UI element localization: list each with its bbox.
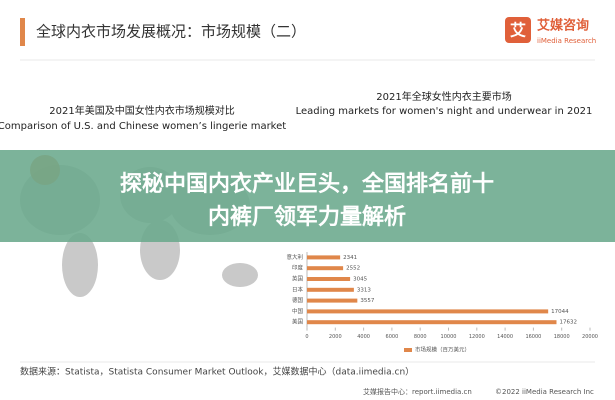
x-tick-label: 6000 xyxy=(386,334,399,340)
chart-subtitle: Leading markets for women's night and un… xyxy=(296,106,593,117)
banner xyxy=(0,150,615,242)
footer-report: 艾媒报告中心：report.iimedia.cn xyxy=(363,387,472,396)
header-accent xyxy=(20,18,25,46)
bar xyxy=(307,298,358,303)
y-tick-label: 德国 xyxy=(292,296,304,304)
bar xyxy=(307,287,354,292)
x-tick-label: 14000 xyxy=(497,334,513,340)
left-subtitle: Comparison of U.S. and Chinese women’s l… xyxy=(0,121,286,132)
y-tick-label: 日本 xyxy=(292,285,304,293)
logo-icon xyxy=(505,17,531,43)
value-label: 2341 xyxy=(343,255,357,261)
y-tick-label: 中国 xyxy=(292,307,304,315)
y-tick-label: 英国 xyxy=(292,275,304,283)
value-label: 17632 xyxy=(559,320,577,326)
x-tick-label: 18000 xyxy=(554,334,570,340)
header-title: 全球内衣市场发展概况：市场规模（二） xyxy=(36,23,306,41)
y-tick-label: 印度 xyxy=(292,264,304,272)
legend-label: 市场规模（百万美元） xyxy=(415,346,470,354)
x-tick-label: 0 xyxy=(305,334,308,340)
bar xyxy=(307,266,344,271)
value-label: 2552 xyxy=(346,266,360,272)
footer-source: 数据来源：Statista，Statista Consumer Market O… xyxy=(20,366,414,378)
banner-line: 探秘中国内衣产业巨头，全国排名前十 xyxy=(120,171,494,197)
chart-title: 2021年全球女性内衣主要市场 xyxy=(376,90,511,103)
y-tick-label: 美国 xyxy=(292,318,304,326)
value-label: 3045 xyxy=(353,277,367,283)
x-tick-label: 10000 xyxy=(441,334,457,340)
x-tick-label: 2000 xyxy=(329,334,342,340)
x-tick-label: 8000 xyxy=(414,334,427,340)
x-tick-label: 16000 xyxy=(525,334,541,340)
logo-sub: iiMedia Research xyxy=(537,37,596,45)
value-label: 3557 xyxy=(360,298,374,304)
x-tick-label: 12000 xyxy=(469,334,485,340)
logo-name: 艾媒咨询 xyxy=(537,18,589,34)
x-tick-label: 20000 xyxy=(582,334,598,340)
value-label: 3313 xyxy=(357,287,371,293)
bar xyxy=(307,255,341,260)
logo-glyph: 艾 xyxy=(510,21,526,40)
legend-swatch xyxy=(404,348,412,352)
bar xyxy=(307,277,351,281)
banner-line: 内裤厂领军力量解析 xyxy=(208,204,406,230)
left-title: 2021年美国及中国女性内衣市场规模对比 xyxy=(49,104,234,117)
footer-copyright: ©2022 iiMedia Research Inc xyxy=(495,388,594,396)
value-label: 17044 xyxy=(551,309,569,315)
bar xyxy=(307,309,549,314)
bar xyxy=(307,320,557,325)
y-tick-label: 意大利 xyxy=(286,253,303,261)
x-tick-label: 4000 xyxy=(357,334,370,340)
